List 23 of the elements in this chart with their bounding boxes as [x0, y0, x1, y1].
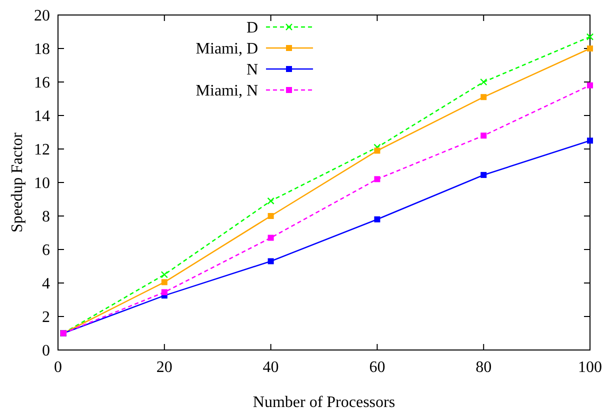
legend-label: Miami, N [196, 82, 258, 100]
x-tick-label: 100 [578, 359, 602, 376]
y-tick-label: 6 [42, 242, 50, 260]
y-tick-label: 18 [34, 41, 50, 58]
legend-label: N [246, 62, 258, 79]
y-tick-label: 20 [34, 8, 50, 25]
legend-label: Miami, D [196, 40, 258, 58]
y-axis-title: Speedup Factor [9, 132, 26, 232]
y-tick-label: 10 [34, 175, 50, 192]
y-tick-label: 14 [34, 108, 50, 126]
y-tick-label: 16 [34, 74, 50, 92]
x-tick-label: 60 [369, 359, 386, 376]
x-tick-label: 80 [476, 359, 492, 376]
y-tick-label: 12 [34, 142, 50, 159]
x-tick-label: 20 [156, 359, 172, 376]
x-tick-label: 40 [262, 359, 279, 376]
y-tick-label: 4 [42, 276, 50, 293]
y-tick-label: 8 [42, 208, 50, 226]
x-axis-title: Number of Processors [252, 394, 396, 411]
legend-label: D [246, 20, 258, 37]
y-tick-label: 2 [42, 309, 50, 326]
y-tick-label: 0 [42, 342, 50, 360]
x-tick-label: 0 [54, 359, 62, 376]
